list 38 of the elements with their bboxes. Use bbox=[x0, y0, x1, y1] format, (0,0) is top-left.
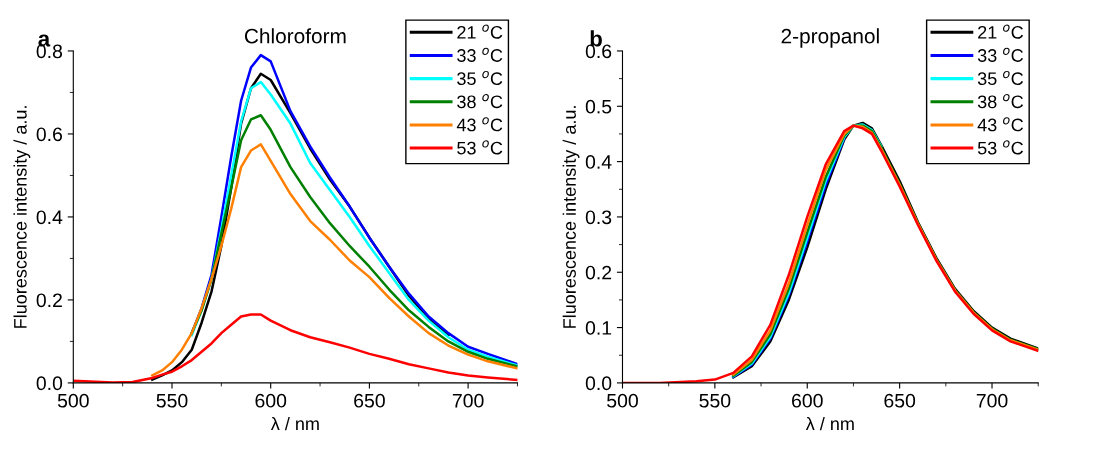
x-tick-label: 700 bbox=[452, 393, 484, 408]
x-tick-label: 550 bbox=[699, 393, 731, 408]
legend-label: 33 $^{o}$C bbox=[457, 47, 503, 62]
x-axis-title: λ / nm bbox=[270, 417, 319, 431]
y-tick-label: 0.0 bbox=[36, 376, 63, 391]
x-tick-label: 500 bbox=[57, 393, 89, 408]
legend-label: 21 $^{o}$C bbox=[978, 24, 1024, 39]
y-axis-title: Fluorescence intensity / a.u. bbox=[13, 106, 31, 328]
legend-label: 35 $^{o}$C bbox=[457, 70, 503, 86]
legend-label: 43 $^{o}$C bbox=[456, 117, 503, 132]
legend-label: 53 $^{o}$C bbox=[977, 140, 1024, 155]
chart-title: Chloroform bbox=[244, 28, 346, 44]
x-tick-label: 550 bbox=[156, 393, 188, 408]
x-tick-label: 600 bbox=[255, 393, 287, 408]
legend-label: 38 $^{o}$C bbox=[457, 94, 503, 109]
legend-label: 21 $^{o}$C bbox=[457, 24, 503, 39]
legend-label: 35 $^{o}$C bbox=[977, 70, 1024, 86]
legend-label: 43 $^{o}$C bbox=[977, 117, 1024, 132]
x-tick-label: 650 bbox=[884, 393, 916, 408]
legend-label: 53 $^{o}$C bbox=[457, 140, 503, 155]
x-tick-label: 700 bbox=[976, 393, 1008, 408]
x-tick-label: 600 bbox=[792, 393, 823, 408]
y-tick-label: 0.2 bbox=[36, 293, 62, 308]
y-tick-label: 0.4 bbox=[585, 155, 612, 169]
y-axis-title: Fluorescence intensity / a.u. bbox=[562, 106, 580, 328]
y-tick-label: 0.6 bbox=[36, 127, 63, 142]
x-tick-label: 500 bbox=[607, 393, 638, 408]
legend-label: 38 $^{o}$C bbox=[977, 94, 1024, 109]
x-axis-title: λ / nm bbox=[805, 417, 854, 431]
y-tick-label: 0.4 bbox=[36, 210, 63, 225]
chart-title: 2-propanol bbox=[781, 28, 879, 48]
x-tick-label: 650 bbox=[354, 393, 385, 408]
legend-label: 33 $^{o}$C bbox=[977, 47, 1024, 62]
y-tick-label: 0.5 bbox=[585, 99, 612, 114]
y-tick-label: 0.3 bbox=[585, 210, 612, 225]
y-tick-label: 0.1 bbox=[585, 321, 612, 335]
y-tick-label: 0.2 bbox=[585, 265, 612, 280]
y-tick-label: 0.0 bbox=[585, 376, 612, 391]
